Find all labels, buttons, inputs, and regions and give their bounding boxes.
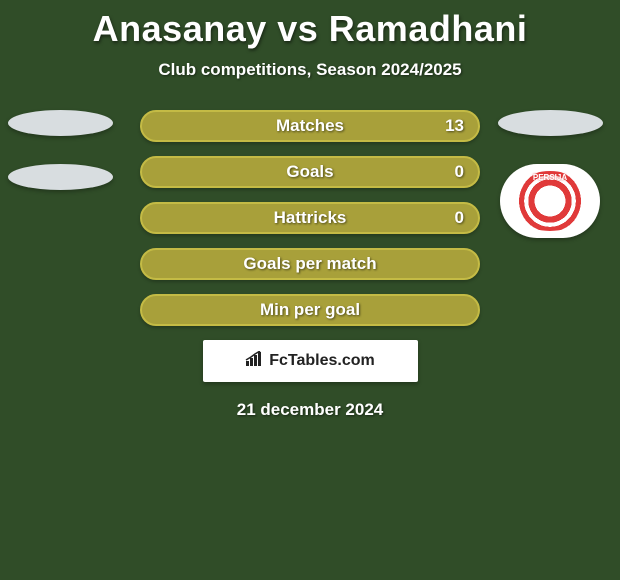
player-photo-placeholder	[8, 110, 113, 136]
right-player-column	[490, 110, 610, 238]
stat-label: Matches	[276, 116, 344, 136]
stat-row-hattricks: Hattricks 0	[140, 202, 480, 234]
date-text: 21 december 2024	[0, 400, 620, 420]
stat-row-goals-per-match: Goals per match	[140, 248, 480, 280]
page-title: Anasanay vs Ramadhani	[0, 0, 620, 50]
stat-label: Hattricks	[274, 208, 347, 228]
club-logo-persija	[500, 164, 600, 238]
stat-value-right: 0	[455, 162, 464, 182]
brand-text: FcTables.com	[245, 351, 375, 372]
stat-row-goals: Goals 0	[140, 156, 480, 188]
stat-row-matches: Matches 13	[140, 110, 480, 142]
chart-icon	[245, 351, 265, 372]
brand-badge: FcTables.com	[203, 340, 418, 382]
comparison-content: Matches 13 Goals 0 Hattricks 0 Goals per…	[0, 110, 620, 420]
stat-value-right: 13	[445, 116, 464, 136]
stats-bars: Matches 13 Goals 0 Hattricks 0 Goals per…	[140, 110, 480, 326]
stat-label: Goals per match	[243, 254, 376, 274]
persija-icon	[508, 171, 592, 231]
stat-label: Goals	[286, 162, 333, 182]
stat-value-right: 0	[455, 208, 464, 228]
stat-row-min-per-goal: Min per goal	[140, 294, 480, 326]
player-photo-placeholder	[498, 110, 603, 136]
left-player-column	[0, 110, 120, 218]
club-logo-placeholder	[8, 164, 113, 190]
brand-label: FcTables.com	[269, 352, 375, 370]
page-subtitle: Club competitions, Season 2024/2025	[0, 60, 620, 80]
stat-label: Min per goal	[260, 300, 360, 320]
